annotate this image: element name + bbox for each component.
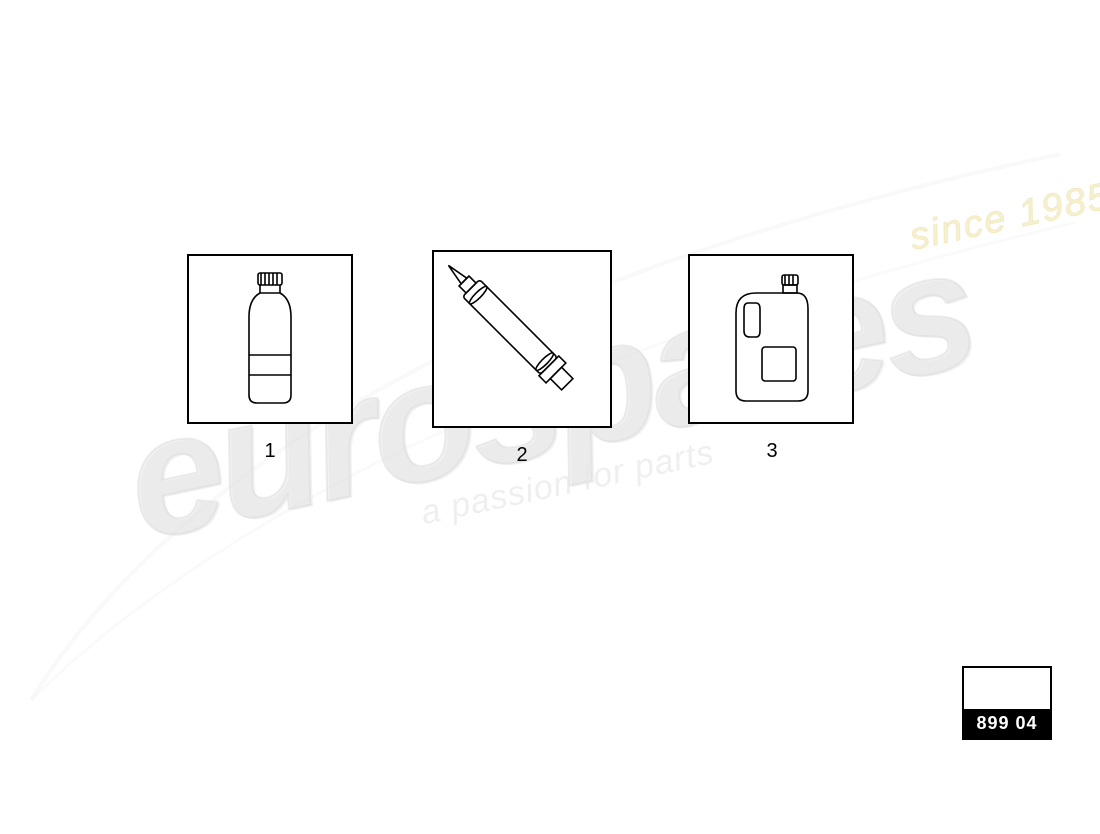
part-code-label: 899 04 [964,709,1050,738]
oil-jug-icon [716,269,826,409]
part-code-box: 899 04 [962,666,1052,740]
item-box-3 [688,254,854,424]
item-label-1: 1 [250,440,290,463]
item-label-2: 2 [502,444,542,467]
item-box-1 [187,254,353,424]
watermark-swoosh [0,87,1100,826]
bottle-icon [235,269,305,409]
part-code-top [964,668,1050,709]
diagram-area: since 1985 eurospares a passion for part… [0,0,1100,800]
sealant-tube-icon [442,259,602,419]
item-box-2 [432,250,612,428]
item-label-3: 3 [752,440,792,463]
